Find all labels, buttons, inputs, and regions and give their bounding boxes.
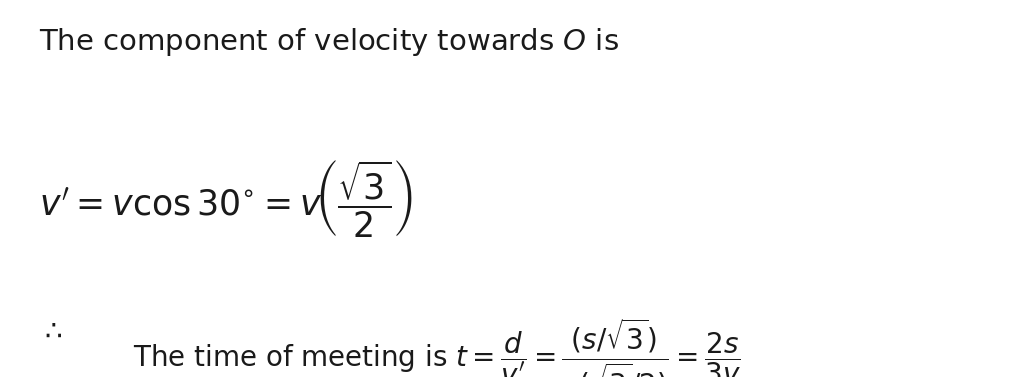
Text: The time of meeting is $t = \dfrac{d}{v^{\prime}} = \dfrac{(s/\sqrt{3})}{v(\sqrt: The time of meeting is $t = \dfrac{d}{v^… (133, 317, 741, 377)
Text: $\therefore$: $\therefore$ (39, 317, 62, 345)
Text: $v^{\prime} = v\cos 30^{\circ} = v\!\left(\dfrac{\sqrt{3}}{2}\right)$: $v^{\prime} = v\cos 30^{\circ} = v\!\lef… (39, 158, 413, 241)
Text: The component of velocity towards $O$ is: The component of velocity towards $O$ is (39, 26, 618, 58)
